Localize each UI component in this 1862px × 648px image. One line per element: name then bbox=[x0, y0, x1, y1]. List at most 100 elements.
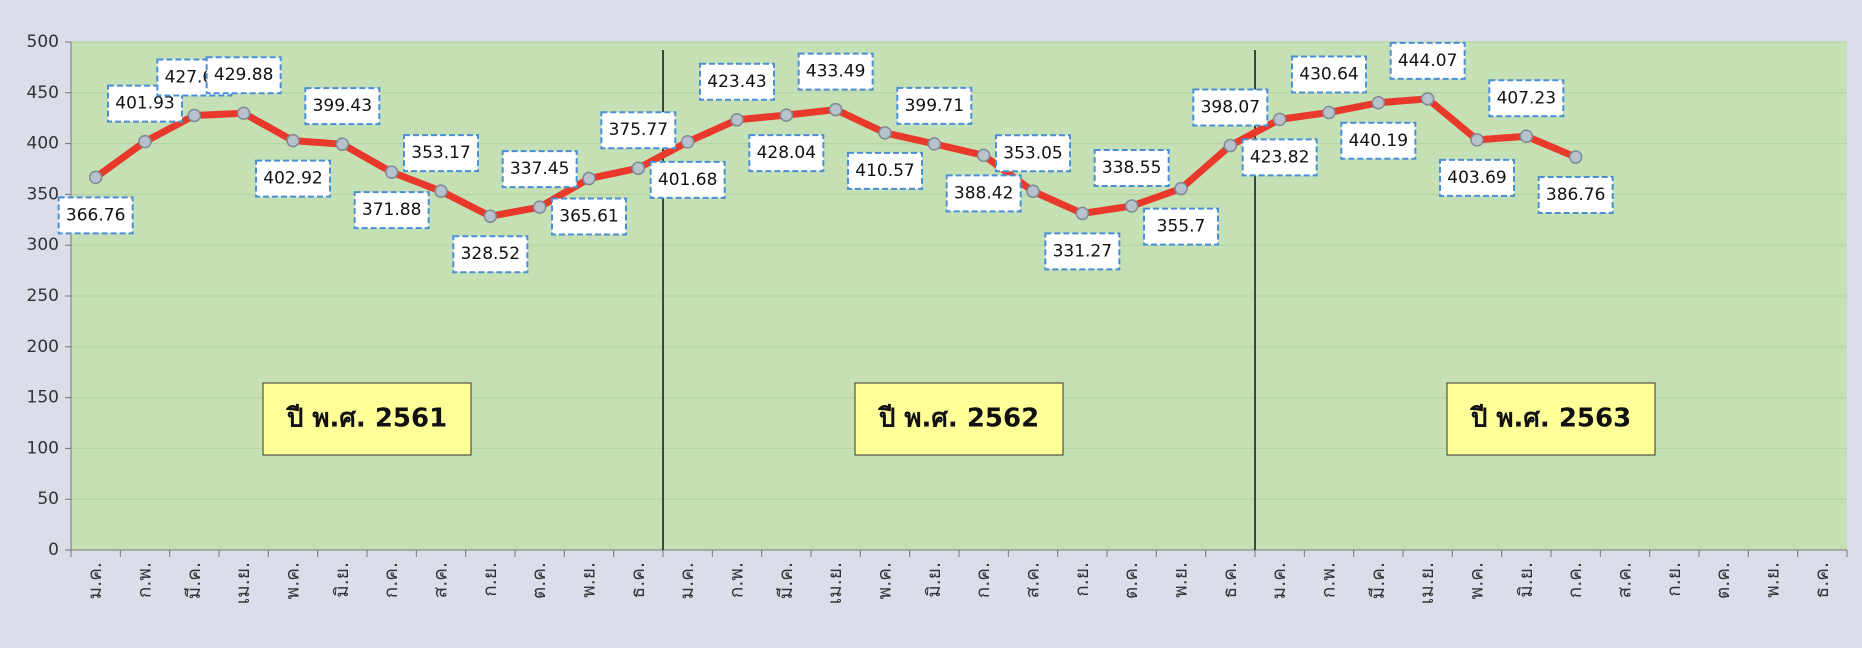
x-tick-label: ธ.ค. bbox=[1811, 562, 1833, 598]
marker bbox=[88, 170, 103, 185]
marker bbox=[187, 108, 202, 123]
data-label-box bbox=[501, 150, 578, 189]
data-label-box bbox=[896, 86, 973, 125]
data-label: 386.76 bbox=[1546, 185, 1605, 205]
x-tick-label: เม.ย. bbox=[824, 562, 846, 604]
marker bbox=[1223, 138, 1238, 153]
data-label: 353.05 bbox=[1003, 143, 1062, 163]
data-label: 430.64 bbox=[1299, 64, 1358, 84]
data-label: 399.43 bbox=[313, 96, 372, 116]
marker bbox=[878, 126, 892, 140]
data-label-box bbox=[353, 191, 430, 230]
annotation: ปี พ.ศ. 2562 bbox=[878, 404, 1039, 434]
x-tick-label: ส.ค. bbox=[1614, 562, 1636, 598]
x-tick-label: ก.พ. bbox=[726, 562, 748, 598]
marker bbox=[680, 135, 695, 149]
data-label: 410.57 bbox=[855, 161, 914, 181]
data-label-box bbox=[452, 235, 529, 274]
data-label-box bbox=[1537, 176, 1614, 215]
y-tick-label: 250 bbox=[27, 286, 59, 306]
x-tick-label: เม.ย. bbox=[232, 562, 254, 604]
data-label: 366.76 bbox=[66, 205, 125, 225]
data-label: 388.42 bbox=[954, 183, 1013, 203]
marker bbox=[1026, 184, 1040, 199]
marker bbox=[1124, 199, 1139, 213]
data-label: 433.49 bbox=[806, 62, 865, 82]
data-label-box bbox=[649, 160, 726, 199]
marker bbox=[631, 161, 646, 175]
y-tick-label: 350 bbox=[27, 184, 59, 204]
data-label: 444.07 bbox=[1398, 51, 1457, 71]
marker bbox=[434, 184, 448, 198]
x-tick-label: ก.ค. bbox=[380, 562, 402, 598]
x-tick-label: ก.ย. bbox=[1663, 562, 1685, 597]
marker bbox=[1174, 181, 1188, 196]
x-tick-label: มี.ค. bbox=[775, 562, 797, 599]
marker bbox=[828, 102, 843, 117]
x-tick-label: พ.ค. bbox=[1466, 562, 1488, 599]
data-label-box bbox=[304, 87, 381, 126]
marker bbox=[1568, 150, 1583, 164]
data-label: 371.88 bbox=[362, 200, 421, 220]
marker bbox=[1272, 112, 1287, 127]
x-tick-label: พ.ค. bbox=[282, 562, 304, 599]
marker bbox=[1322, 105, 1336, 120]
y-tick-label: 50 bbox=[37, 489, 59, 509]
data-label: 401.93 bbox=[115, 94, 174, 114]
data-label-box bbox=[1143, 207, 1219, 246]
annotation-box bbox=[1446, 382, 1656, 456]
data-label: 328.52 bbox=[461, 244, 520, 264]
data-label-box bbox=[1192, 88, 1269, 127]
marker bbox=[483, 209, 498, 223]
marker bbox=[976, 148, 991, 163]
y-tick-label: 450 bbox=[27, 83, 59, 103]
x-tick-label: พ.ย. bbox=[1170, 562, 1192, 598]
x-tick-label: ธ.ค. bbox=[627, 562, 649, 598]
x-tick-label: ส.ค. bbox=[430, 562, 452, 598]
marker bbox=[927, 137, 942, 151]
data-label: 407.23 bbox=[1497, 88, 1556, 108]
y-tick-label: 300 bbox=[27, 235, 59, 255]
x-tick-label: ก.ย. bbox=[479, 562, 501, 597]
x-tick-label: มี.ค. bbox=[1367, 562, 1389, 599]
data-label-box bbox=[945, 174, 1022, 213]
marker bbox=[138, 134, 152, 149]
data-label: 423.82 bbox=[1250, 147, 1309, 167]
x-tick-label: ก.ย. bbox=[1071, 562, 1093, 597]
x-tick-label: ก.พ. bbox=[134, 562, 156, 598]
x-tick-label: พ.ค. bbox=[874, 562, 896, 599]
data-label: 399.71 bbox=[905, 96, 964, 116]
data-label: 440.19 bbox=[1349, 131, 1408, 151]
data-label-box bbox=[600, 111, 677, 150]
data-label-box bbox=[1439, 158, 1515, 197]
data-label: 365.61 bbox=[559, 207, 618, 227]
x-tick-label: ม.ค. bbox=[84, 562, 106, 599]
data-label: 375.77 bbox=[609, 120, 668, 140]
annotation-box bbox=[262, 382, 472, 456]
data-label-box bbox=[748, 134, 825, 173]
marker bbox=[582, 171, 596, 186]
data-label-box bbox=[1389, 41, 1466, 80]
data-label: 428.04 bbox=[757, 143, 816, 163]
data-label: 353.17 bbox=[411, 143, 470, 163]
y-tick-label: 0 bbox=[48, 540, 59, 560]
data-label: 338.55 bbox=[1102, 158, 1161, 178]
data-label: 355.7 bbox=[1157, 217, 1206, 237]
data-label-box bbox=[403, 134, 479, 173]
y-tick-label: 150 bbox=[27, 388, 59, 408]
marker bbox=[1075, 206, 1090, 221]
data-label: 331.27 bbox=[1053, 241, 1112, 261]
y-tick-label: 200 bbox=[27, 337, 59, 357]
annotation-box bbox=[854, 382, 1064, 456]
x-tick-label: พ.ย. bbox=[578, 562, 600, 598]
data-label-box bbox=[995, 134, 1071, 173]
data-label: 403.69 bbox=[1447, 168, 1506, 188]
marker bbox=[236, 106, 251, 120]
x-tick-label: มิ.ย. bbox=[331, 562, 353, 598]
x-tick-label: ต.ค. bbox=[1120, 562, 1142, 599]
data-label: 337.45 bbox=[510, 159, 569, 179]
x-tick-label: ก.ค. bbox=[972, 562, 994, 598]
marker bbox=[335, 137, 350, 151]
